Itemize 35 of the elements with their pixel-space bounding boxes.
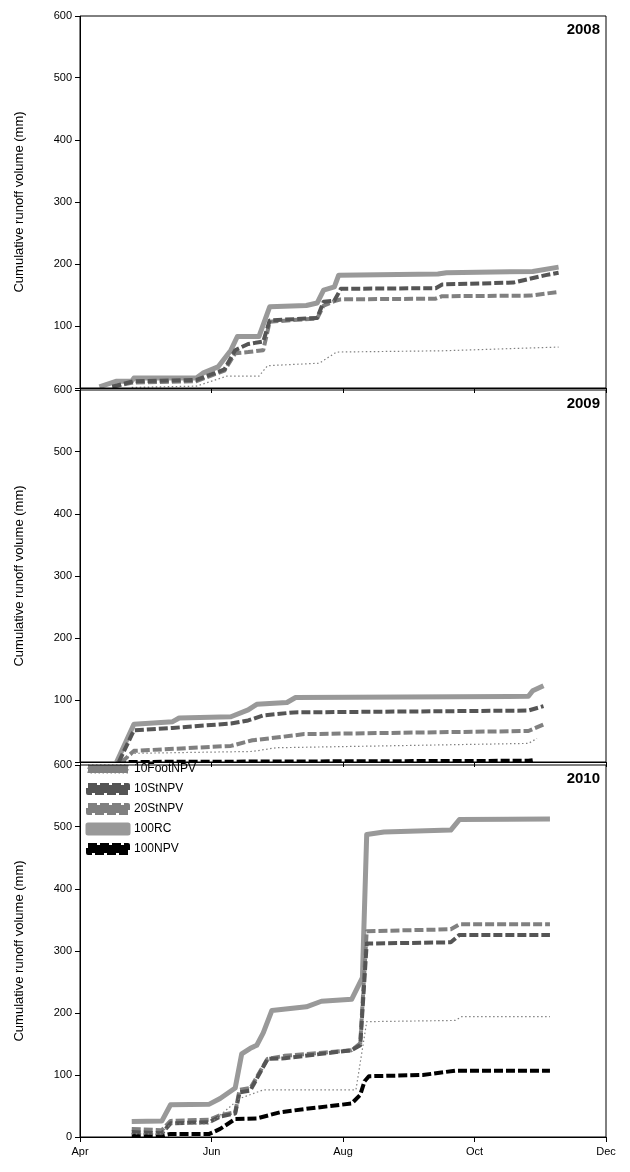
x-tick-label: Oct [465,1144,484,1157]
y-tick-label: 500 [53,820,72,833]
y-tick-label: 500 [53,71,72,84]
y-axis-title: Cumulative runoff volume (mm) [11,860,27,1042]
legend-label: 10StNPV [134,781,184,796]
y-axis-title: Cumulative runoff volume (mm) [11,111,27,293]
legend-label: 20StNPV [134,801,184,816]
y-tick-label: 600 [53,9,72,22]
chart-title: 2008 [566,19,600,37]
chart-title: 2009 [566,393,600,411]
y-tick-label: 100 [53,319,72,332]
y-tick-label: 200 [53,1006,72,1019]
x-tick-label: Jun [202,1144,221,1157]
y-tick-label: 100 [53,693,72,706]
y-tick-label: 400 [53,507,72,520]
legend-label: 100RC [134,821,172,836]
y-axis-title: Cumulative runoff volume (mm) [11,485,27,667]
y-tick-label: 200 [53,257,72,270]
y-tick-label: 300 [53,195,72,208]
y-tick-label: 300 [53,944,72,957]
y-tick-label: 600 [53,758,72,771]
legend-label: 100NPV [134,841,179,856]
chart-title: 2010 [566,768,600,786]
y-tick-label: 400 [53,882,72,895]
y-tick-label: 500 [53,445,72,458]
y-tick-label: 600 [53,383,72,396]
x-tick-label: Apr [71,1144,89,1157]
y-tick-label: 200 [53,631,72,644]
x-tick-label: Aug [333,1144,353,1157]
y-tick-label: 400 [53,133,72,146]
y-tick-label: 100 [53,1068,72,1081]
legend-label: 10FootNPV [134,761,197,776]
x-tick-label: Dec [596,1144,617,1157]
y-tick-label: 300 [53,569,72,582]
y-tick-label: 0 [65,1130,72,1143]
